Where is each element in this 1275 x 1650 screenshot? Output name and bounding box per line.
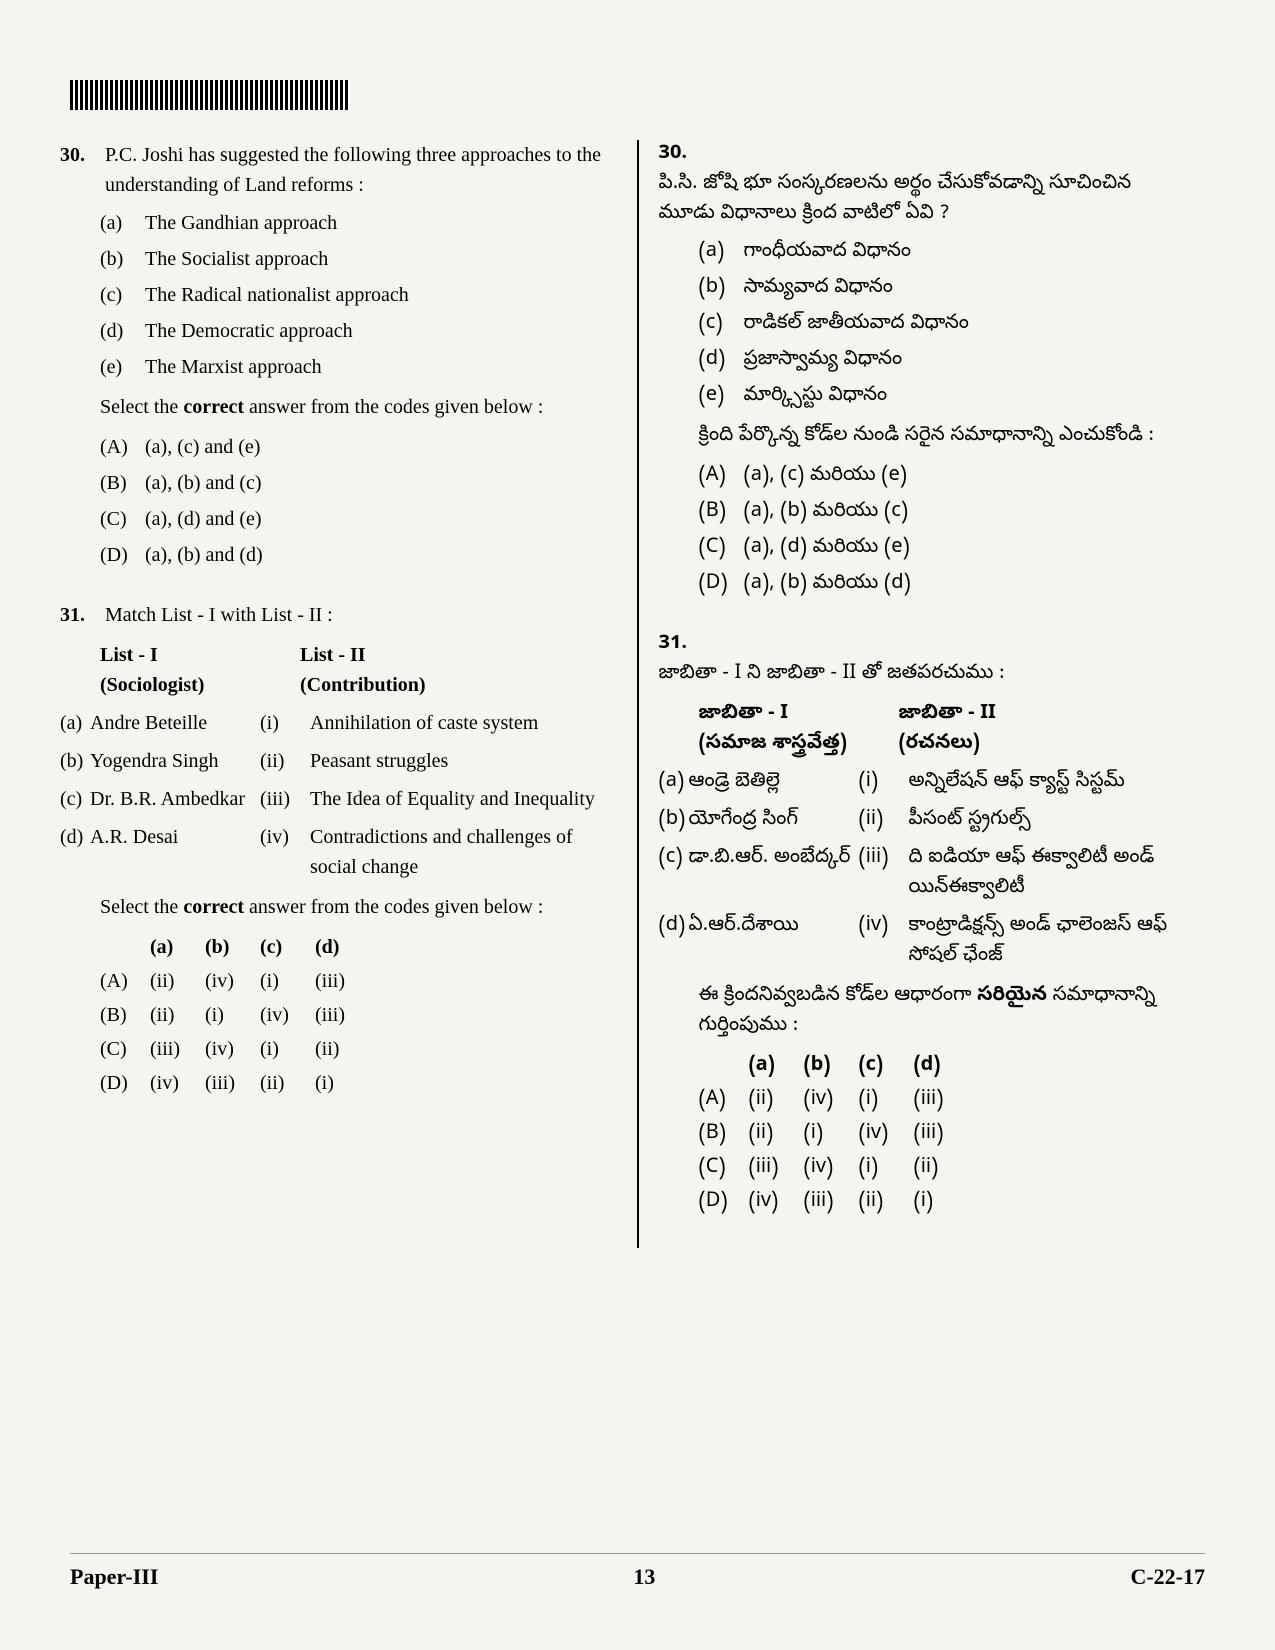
q30-options: (A)(a), (c) and (e) (B)(a), (b) and (c) … (100, 432, 617, 570)
question-30-te: 30. పి.సి. జోషి భూ సంస్కరణలను అర్థం చేసు… (659, 140, 1216, 600)
content-area: 30. P.C. Joshi has suggested the followi… (60, 140, 1215, 1248)
barcode (70, 80, 350, 110)
q30-instruction-te: క్రింది పేర్కొన్న కోడ్‌ల నుండి సరైన సమాధ… (699, 422, 1216, 452)
page-footer: Paper-III 13 C-22-17 (70, 1553, 1205, 1590)
q30-number: 30. (60, 140, 100, 170)
footer-left: Paper-III (70, 1564, 158, 1590)
q31-text: Match List - I with List - II : (105, 600, 617, 630)
q31-instruction-te: ఈ క్రిందనివ్వబడిన కోడ్‌ల ఆధారంగా సరియైన … (699, 982, 1216, 1042)
q31-number-te: 31. (659, 630, 699, 660)
question-31-en: 31. Match List - I with List - II : List… (60, 600, 617, 1098)
question-30-en: 30. P.C. Joshi has suggested the followi… (60, 140, 617, 570)
question-31-te: 31. జాబితా - I ని జాబితా - II తో జతపరచుమ… (659, 630, 1216, 1218)
right-column: 30. పి.సి. జోషి భూ సంస్కరణలను అర్థం చేసు… (659, 140, 1216, 1248)
q30-approaches: (a)The Gandhian approach (b)The Socialis… (100, 208, 617, 382)
q30-number-te: 30. (659, 140, 699, 170)
footer-right: C-22-17 (1130, 1564, 1205, 1590)
column-divider (637, 140, 639, 1248)
footer-center: 13 (633, 1564, 655, 1590)
left-column: 30. P.C. Joshi has suggested the followi… (60, 140, 617, 1248)
q31-code-table: (a)(b)(c)(d) (A)(ii)(iv)(i)(iii) (B)(ii)… (100, 932, 617, 1098)
q30-instruction: Select the correct answer from the codes… (100, 392, 617, 422)
q30-text-te: పి.సి. జోషి భూ సంస్కరణలను అర్థం చేసుకోవడ… (659, 170, 1171, 230)
q31-number: 31. (60, 600, 100, 630)
q30-text: P.C. Joshi has suggested the following t… (105, 140, 617, 200)
q31-text-te: జాబితా - I ని జాబితా - II తో జతపరచుము : (659, 660, 1171, 690)
q31-instruction: Select the correct answer from the codes… (100, 892, 617, 922)
